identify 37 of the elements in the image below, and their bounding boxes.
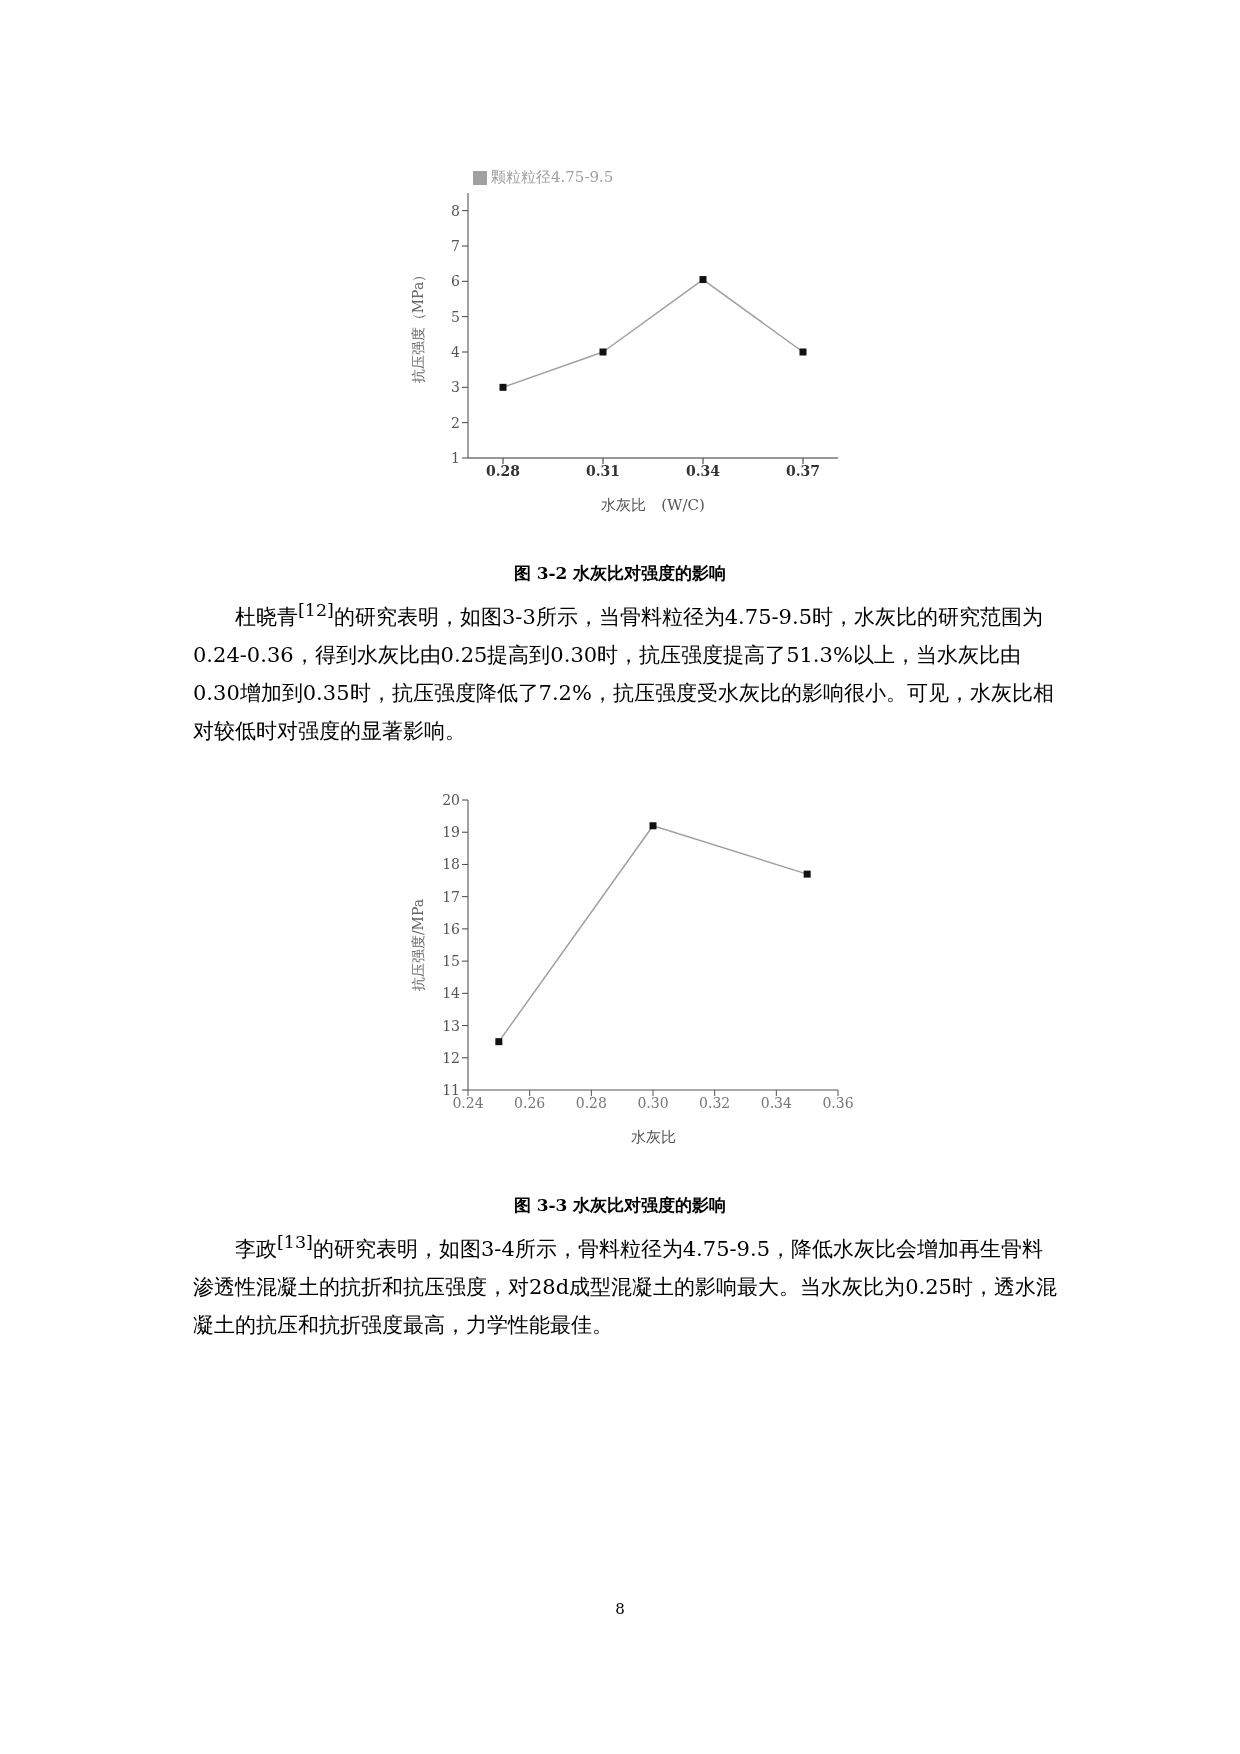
x-tick-label: 0.32 xyxy=(699,1094,731,1111)
y-tick-label: 2 xyxy=(451,414,460,431)
text: 图 3-2 水灰比对强度的影响 xyxy=(512,562,728,585)
x-tick-label: 0.28 xyxy=(485,462,521,479)
y-tick-label: 4 xyxy=(451,343,461,360)
y-axis-title: 抗压强度（MPa） xyxy=(409,267,426,384)
x-tick-label: 0.28 xyxy=(575,1094,607,1111)
x-axis-title: 水灰比 xyxy=(630,1128,676,1146)
legend-label: 颗粒粒径4.75-9.5 xyxy=(491,168,614,186)
y-tick-label: 8 xyxy=(451,202,460,219)
text: 杜晓青$^{[12]}$的研究表明，如图3-3所示，当骨料粒径为4.75-9.5时，水灰比的研究范围为0.24-0.36，得到水灰比由0.25提高到0.30时，抗压强度提高了51.3%以上，当水灰比由0.30增加到0.35时，抗压强度降低了7.2%，抗压强度受水灰比的影响很小。可见，水灰比相对较低时对强度的显著影响。 xyxy=(193,599,1055,745)
y-tick-label: 1 xyxy=(451,449,460,466)
y-tick-label: 17 xyxy=(442,888,460,905)
y-tick-label: 20 xyxy=(442,791,460,808)
y-tick-label: 3 xyxy=(451,379,460,396)
x-axis-title: 水灰比 (W/C) xyxy=(601,496,705,514)
y-tick-label: 18 xyxy=(442,856,460,873)
y-tick-label: 13 xyxy=(442,1017,460,1034)
y-tick-label: 16 xyxy=(442,920,461,937)
y-tick-label: 14 xyxy=(442,985,461,1002)
x-tick-label: 0.31 xyxy=(585,462,621,479)
text: 8 xyxy=(614,1600,626,1618)
text: 图 3-3 水灰比对强度的影响 xyxy=(512,1194,728,1217)
x-tick-label: 0.34 xyxy=(760,1094,793,1111)
x-tick-label: 0.34 xyxy=(685,462,721,479)
y-tick-label: 19 xyxy=(442,824,460,841)
text: 李政$^{[13]}$的研究表明，如图3-4所示，骨料粒径为4.75-9.5，降低水灰比会增加再生骨料渗透性混凝土的抗折和抗压强度，对28d成型混凝土的影响最大。当水灰比为0.25时，透水混凝土的抗压和抗折强度最高，力学性能最佳。 xyxy=(193,1231,1058,1339)
y-axis-title: 抗压强度/MPa xyxy=(409,898,426,992)
x-tick-label: 0.26 xyxy=(514,1094,546,1111)
x-tick-label: 0.36 xyxy=(822,1094,854,1111)
y-tick-label: 6 xyxy=(451,273,461,290)
x-tick-label: 0.37 xyxy=(785,462,821,479)
y-tick-label: 7 xyxy=(451,237,460,254)
y-tick-label: 12 xyxy=(442,1049,460,1066)
y-tick-label: 15 xyxy=(442,953,460,970)
x-tick-label: 0.30 xyxy=(637,1094,669,1111)
y-tick-label: 5 xyxy=(451,308,460,325)
